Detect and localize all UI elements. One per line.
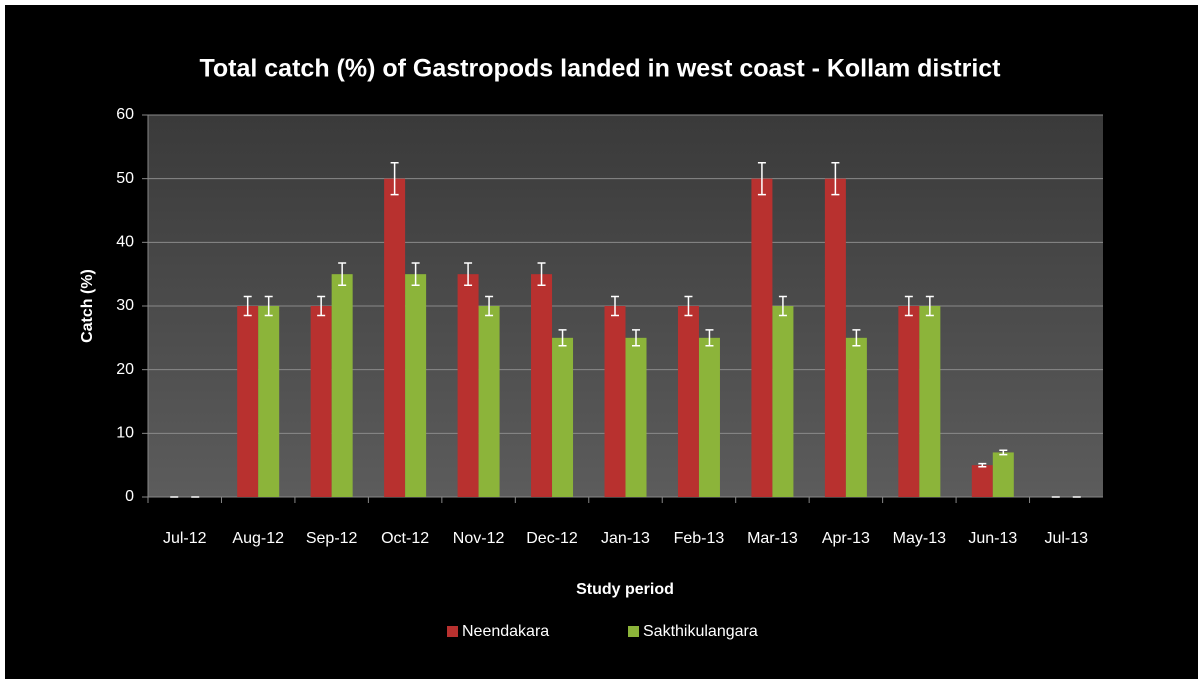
bar [457, 274, 479, 497]
y-tick-label: 50 [116, 170, 134, 187]
x-tick-label: Feb-13 [674, 530, 725, 547]
error-bar [705, 329, 714, 347]
bar [384, 178, 406, 497]
x-tick-label: Sep-12 [306, 530, 358, 547]
bar [898, 306, 920, 497]
error-bar [611, 295, 619, 317]
y-axis-title: Catch (%) [79, 269, 96, 343]
y-tick-label: 0 [125, 488, 134, 505]
error-bar [537, 262, 546, 287]
bar [845, 337, 867, 497]
x-tick-label: May-13 [893, 530, 946, 547]
error-bar [390, 162, 399, 196]
bar [552, 337, 574, 497]
error-bar [925, 295, 934, 317]
legend-swatch [447, 626, 458, 637]
bar [478, 306, 500, 497]
x-tick-label: Dec-12 [526, 530, 578, 547]
y-tick-label: 40 [116, 234, 134, 251]
error-bar [243, 295, 252, 317]
y-tick-label: 30 [116, 297, 134, 314]
x-tick-label: Jun-13 [968, 530, 1017, 547]
error-bar [411, 262, 420, 287]
error-bar [485, 295, 494, 317]
legend-swatch [628, 626, 639, 637]
bar [531, 274, 553, 497]
bar [677, 306, 699, 497]
bar [331, 274, 353, 497]
error-bar [684, 295, 693, 317]
error-bar [852, 329, 861, 347]
x-tick-label: Mar-13 [747, 530, 798, 547]
bar [971, 465, 993, 497]
bar [604, 306, 626, 497]
error-bar [831, 162, 840, 196]
error-bar [904, 295, 913, 317]
error-bar [558, 329, 567, 347]
error-bar [317, 295, 326, 317]
error-bar [978, 462, 987, 468]
bar [824, 178, 846, 497]
x-tick-label: Jan-13 [601, 530, 650, 547]
y-tick-label: 20 [116, 361, 134, 378]
error-bar [338, 262, 347, 287]
x-axis-title: Study period [576, 581, 674, 598]
bar [751, 178, 773, 497]
legend-label: Sakthikulangara [643, 623, 758, 640]
y-tick-label: 10 [116, 425, 134, 442]
bar [625, 337, 647, 497]
x-tick-label: Nov-12 [453, 530, 505, 547]
error-bar [999, 449, 1008, 456]
bar [405, 274, 427, 497]
bar [258, 306, 280, 497]
bar [237, 306, 259, 497]
y-tick-label: 60 [116, 106, 134, 123]
error-bar [264, 295, 273, 317]
x-tick-label: Apr-13 [822, 530, 870, 547]
x-tick-label: Oct-12 [381, 530, 429, 547]
legend-label: Neendakara [462, 623, 549, 640]
x-tick-label: Jul-12 [163, 530, 207, 547]
chart-title: Total catch (%) of Gastropods landed in … [199, 55, 1001, 83]
bar [919, 306, 941, 497]
bar [772, 306, 794, 497]
bar [310, 306, 332, 497]
bar [698, 337, 720, 497]
error-bar [757, 162, 766, 196]
error-bar [632, 329, 640, 347]
bar [992, 452, 1014, 497]
error-bar [464, 262, 473, 287]
x-tick-label: Aug-12 [232, 530, 284, 547]
x-tick-label: Jul-13 [1044, 530, 1088, 547]
error-bar [778, 295, 787, 317]
